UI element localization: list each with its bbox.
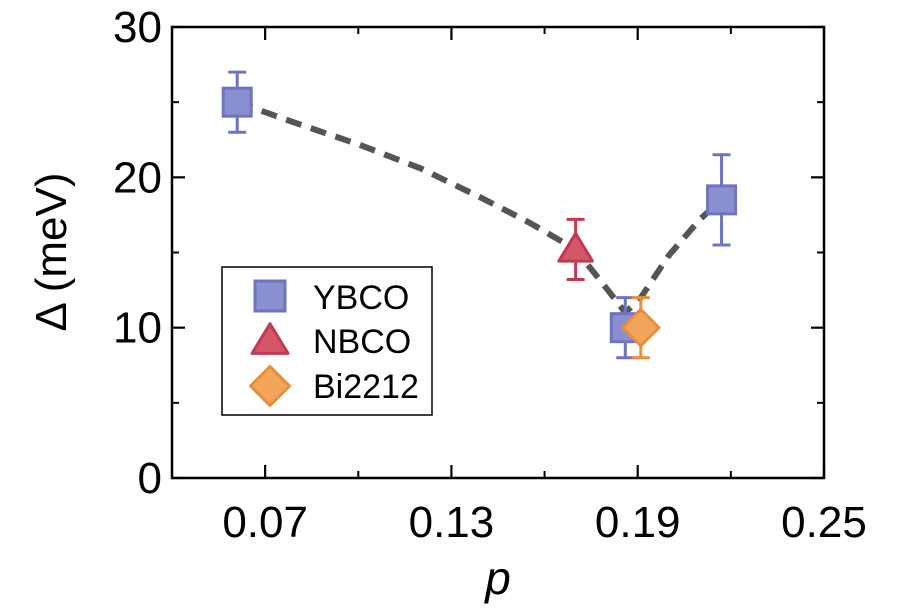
x-tick-label: 0.13 [409, 498, 495, 547]
x-tick-label: 0.19 [595, 498, 681, 547]
x-axis-label: p [483, 552, 511, 604]
legend-label-nbco: NBCO [313, 323, 411, 361]
x-tick-label: 0.07 [222, 498, 308, 547]
y-tick-label: 20 [113, 153, 162, 202]
x-tick-label: 0.25 [781, 498, 867, 547]
legend-marker-bi2212 [249, 365, 291, 407]
y-tick-label: 30 [113, 3, 162, 52]
data-point-ybco [221, 86, 253, 118]
legend: YBCO NBCO Bi2212 [221, 266, 433, 416]
legend-label-bi2212: Bi2212 [313, 368, 419, 406]
legend-marker-ybco [253, 279, 287, 313]
legend-label-ybco: YBCO [313, 279, 409, 317]
points-layer [221, 70, 738, 360]
ticks-layer [172, 25, 826, 480]
data-point-ybco [706, 184, 738, 216]
y-tick-label: 0 [138, 454, 162, 503]
tick-labels-layer: 0.07 0.13 0.19 0.25 0 10 20 30 [113, 3, 867, 547]
legend-markers [249, 279, 291, 407]
data-point-bi2212 [621, 307, 661, 348]
y-axis-label: Δ (meV) [27, 173, 76, 332]
legend-marker-nbco [250, 322, 290, 355]
y-tick-label: 10 [113, 304, 162, 353]
data-point-nbco [557, 231, 594, 263]
